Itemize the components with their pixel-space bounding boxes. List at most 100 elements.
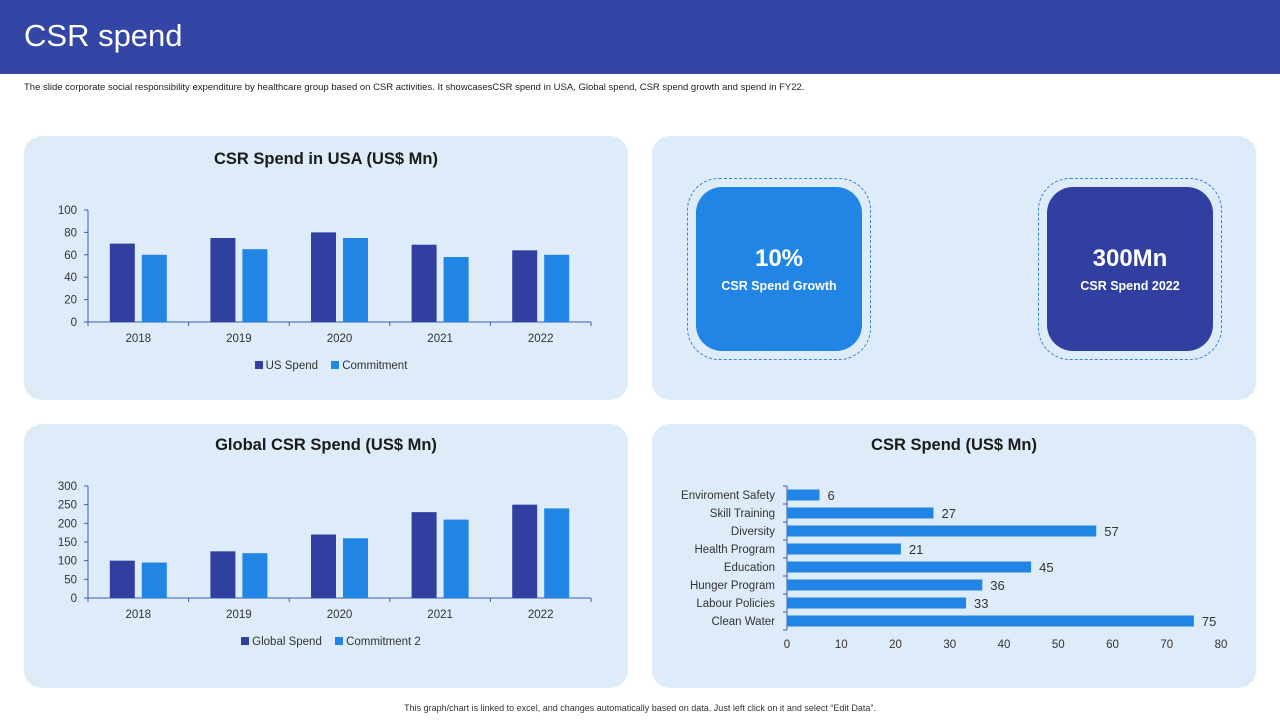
x-tick-label: 70 [1160,639,1173,651]
y-tick-label: 0 [71,593,77,605]
y-tick-label: 80 [64,227,77,239]
x-tick-label: 30 [943,639,956,651]
bar-global-spend-2020 [311,534,336,598]
data-label: 33 [974,596,988,611]
global-chart[interactable]: 0 50 100 150 200 250 300 2018 2019 2020 2021 2022 [24,424,628,688]
data-label: 57 [1104,524,1118,539]
legend-swatch-commitment [331,361,340,369]
legend-label-commitment: Commitment [342,360,408,372]
x-tick-label: 2019 [226,333,252,345]
data-label: 27 [941,506,955,521]
y-tick-label: 100 [58,556,77,568]
category-label: Hunger Program [690,580,775,592]
activity-chart-panel: CSR Spend (US$ Mn) 0 10 20 30 40 50 60 70 80 Envi… [652,424,1256,688]
bar-commitment-2018 [141,254,167,322]
kpi-spend-2022-label: CSR Spend 2022 [1080,279,1180,293]
y-tick-label: 150 [58,537,77,549]
legend-swatch-us-spend [254,361,263,369]
legend-swatch-commitment-2 [335,637,344,645]
usa-chart-legend: US Spend Commitment [24,360,628,372]
x-tick-label: 10 [835,639,848,651]
global-chart-title: Global CSR Spend (US$ Mn) [215,436,437,454]
y-tick-label: 300 [58,481,77,493]
bar-enviroment-safety [787,489,820,501]
bar-health-program [787,543,901,555]
bar-global-spend-2022 [512,504,538,598]
category-label: Enviroment Safety [681,490,775,502]
y-tick-label: 50 [64,574,77,586]
y-tick-label: 60 [64,250,77,262]
bar-hunger-program [787,579,983,591]
kpi-spend-2022-box: 300Mn CSR Spend 2022 [1047,187,1213,351]
bar-commitment-2-2020 [343,538,368,598]
x-tick-label: 2022 [528,333,554,345]
bar-skill-training [787,507,934,519]
bar-commitment-2019 [242,249,268,322]
category-label: Skill Training [710,508,775,520]
bar-commitment-2-2022 [544,508,570,598]
bar-commitment-2-2021 [443,519,469,598]
x-tick-label: 2022 [528,609,554,621]
x-tick-label: 2021 [427,333,453,345]
category-label: Clean Water [712,616,776,628]
bar-us-spend-2021 [411,244,437,322]
data-label: 75 [1202,614,1216,629]
kpi-panel: 10% CSR Spend Growth 300Mn CSR Spend 202… [652,136,1256,400]
x-tick-label: 0 [784,639,790,651]
bar-commitment-2-2019 [242,553,268,598]
bar-us-spend-2020 [311,232,336,322]
category-label: Diversity [731,526,775,538]
category-label: Education [724,562,775,574]
kpi-growth-value: 10% [754,245,804,272]
bar-education [787,561,1032,573]
bar-us-spend-2018 [109,243,135,322]
y-tick-label: 20 [64,295,77,307]
kpi-growth-label: CSR Spend Growth [721,279,837,293]
usa-chart-panel: CSR Spend in USA (US$ Mn) 0 20 40 60 80 100 20… [24,136,628,400]
legend-label-us-spend: US Spend [265,360,319,372]
y-tick-label: 40 [64,272,77,284]
legend-label-commitment-2: Commitment 2 [346,636,421,648]
activity-chart-title: CSR Spend (US$ Mn) [871,436,1037,454]
bar-commitment-2020 [343,238,368,322]
usa-chart-title: CSR Spend in USA (US$ Mn) [214,150,438,168]
data-label: 45 [1039,560,1053,575]
data-label: 21 [909,542,923,557]
x-tick-label: 2019 [226,609,252,621]
bar-labour-policies [787,597,967,609]
category-label: Labour Policies [696,598,775,610]
x-tick-label: 2020 [327,333,353,345]
x-tick-label: 2018 [126,609,152,621]
header-bar: CSR spend [0,0,1280,74]
y-tick-label: 200 [58,518,77,530]
bar-global-spend-2019 [210,551,236,598]
page-footer: This graph/chart is linked to excel, and… [404,703,876,713]
data-label: 6 [828,488,835,503]
bar-us-spend-2019 [210,238,236,322]
bar-us-spend-2022 [512,250,538,322]
kpi-spend-2022-value: 300Mn [1092,245,1168,272]
legend-label-global-spend: Global Spend [252,636,322,648]
x-tick-label: 2021 [427,609,453,621]
usa-chart[interactable]: 0 20 40 60 80 100 2018 2019 2020 2021 2022 [24,136,628,400]
page-title: CSR spend [24,18,183,53]
bar-diversity [787,525,1097,537]
bar-global-spend-2018 [109,560,135,598]
x-tick-label: 50 [1052,639,1065,651]
y-tick-label: 100 [58,205,77,217]
category-label: Health Program [694,544,775,556]
x-tick-label: 60 [1106,639,1119,651]
x-tick-label: 80 [1215,639,1228,651]
global-chart-panel: Global CSR Spend (US$ Mn) 0 50 100 150 200 25… [24,424,628,688]
bar-commitment-2-2018 [141,562,167,598]
global-chart-legend: Global Spend Commitment 2 [24,636,628,648]
bar-clean-water [787,615,1194,627]
bar-global-spend-2021 [411,512,437,598]
activity-chart[interactable]: 0 10 20 30 40 50 60 70 80 Enviroment Safety 6 Skill… [652,424,1256,688]
x-tick-label: 2020 [327,609,353,621]
kpi-spend-2022-card: 300Mn CSR Spend 2022 [1038,178,1222,360]
y-tick-label: 250 [58,500,77,512]
kpi-growth-card: 10% CSR Spend Growth [687,178,871,360]
x-tick-label: 40 [998,639,1011,651]
data-label: 36 [990,578,1004,593]
